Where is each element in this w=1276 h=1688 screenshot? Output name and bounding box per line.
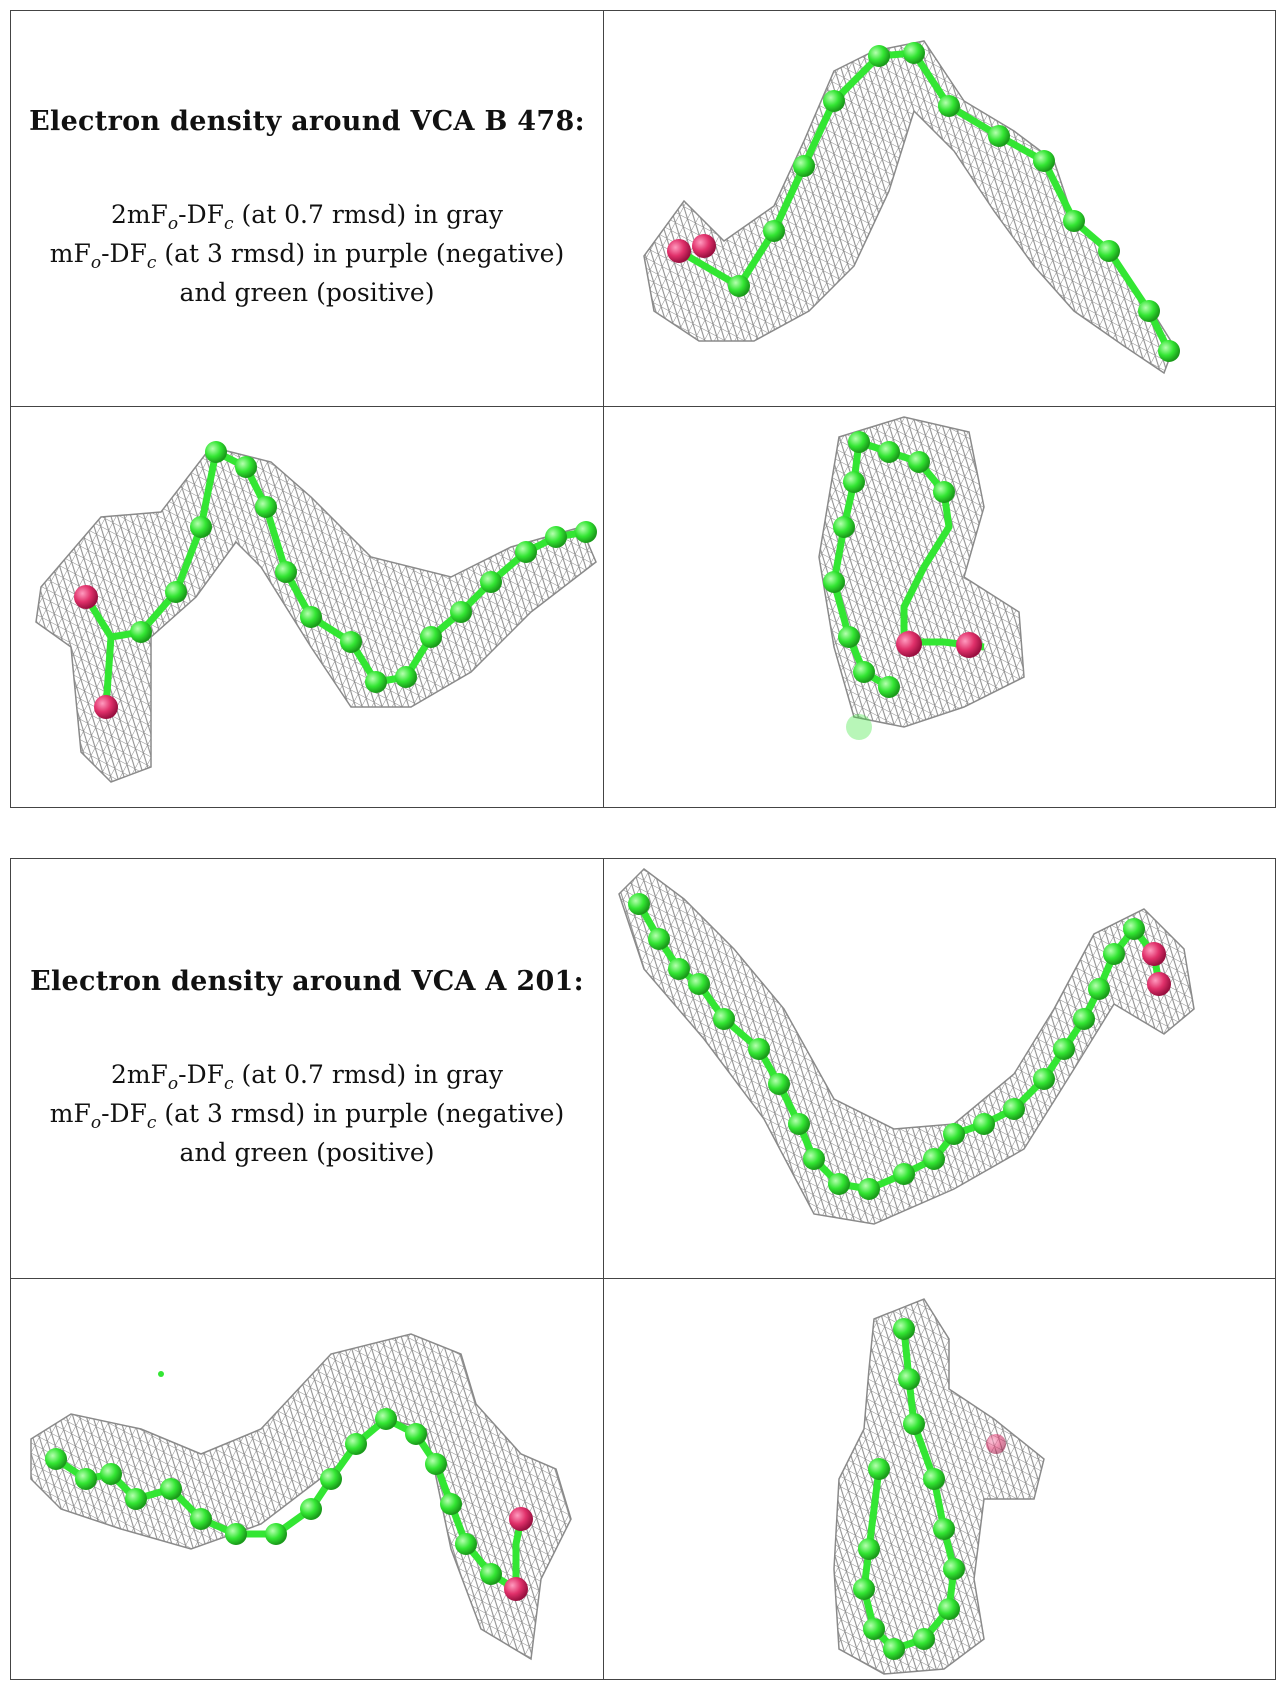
molecule-image — [35, 441, 597, 783]
caption-cell: Electron density around VCA B 478: 2mFo-… — [10, 10, 604, 407]
figure-table: Electron density around VCA A 201: 2mFo-… — [10, 858, 1276, 1680]
legend-line-3: and green (positive) — [179, 1137, 435, 1167]
legend-line-1: 2mFo-DFc (at 0.7 rmsd) in gray — [110, 199, 504, 234]
legend-line-3: and green (positive) — [179, 277, 435, 307]
molecule-image — [818, 416, 1025, 740]
panel-heading: Electron density around VCA B 478: — [29, 105, 585, 137]
caption-cell: Electron density around VCA A 201: 2mFo-… — [10, 858, 604, 1279]
molecule-image — [833, 1298, 1045, 1675]
density-view-2 — [10, 406, 604, 808]
figure-table: Electron density around VCA B 478: 2mFo-… — [10, 10, 1276, 808]
legend-line-2: mFo-DFc (at 3 rmsd) in purple (negative) — [49, 238, 565, 273]
density-view-3 — [603, 406, 1276, 808]
density-view-1 — [603, 10, 1276, 407]
panel-heading: Electron density around VCA A 201: — [30, 965, 584, 997]
molecule-image — [618, 868, 1195, 1225]
legend-line-1: 2mFo-DFc (at 0.7 rmsd) in gray — [110, 1059, 504, 1094]
panel-vca-b478: Electron density around VCA B 478: 2mFo-… — [10, 10, 1276, 808]
legend-line-2: mFo-DFc (at 3 rmsd) in purple (negative) — [49, 1098, 565, 1133]
molecule-image — [643, 40, 1180, 375]
density-view-4 — [603, 858, 1276, 1279]
density-view-5 — [10, 1278, 604, 1680]
panel-vca-a201: Electron density around VCA A 201: 2mFo-… — [10, 858, 1276, 1680]
density-view-6 — [603, 1278, 1276, 1680]
molecule-image — [30, 1333, 572, 1661]
